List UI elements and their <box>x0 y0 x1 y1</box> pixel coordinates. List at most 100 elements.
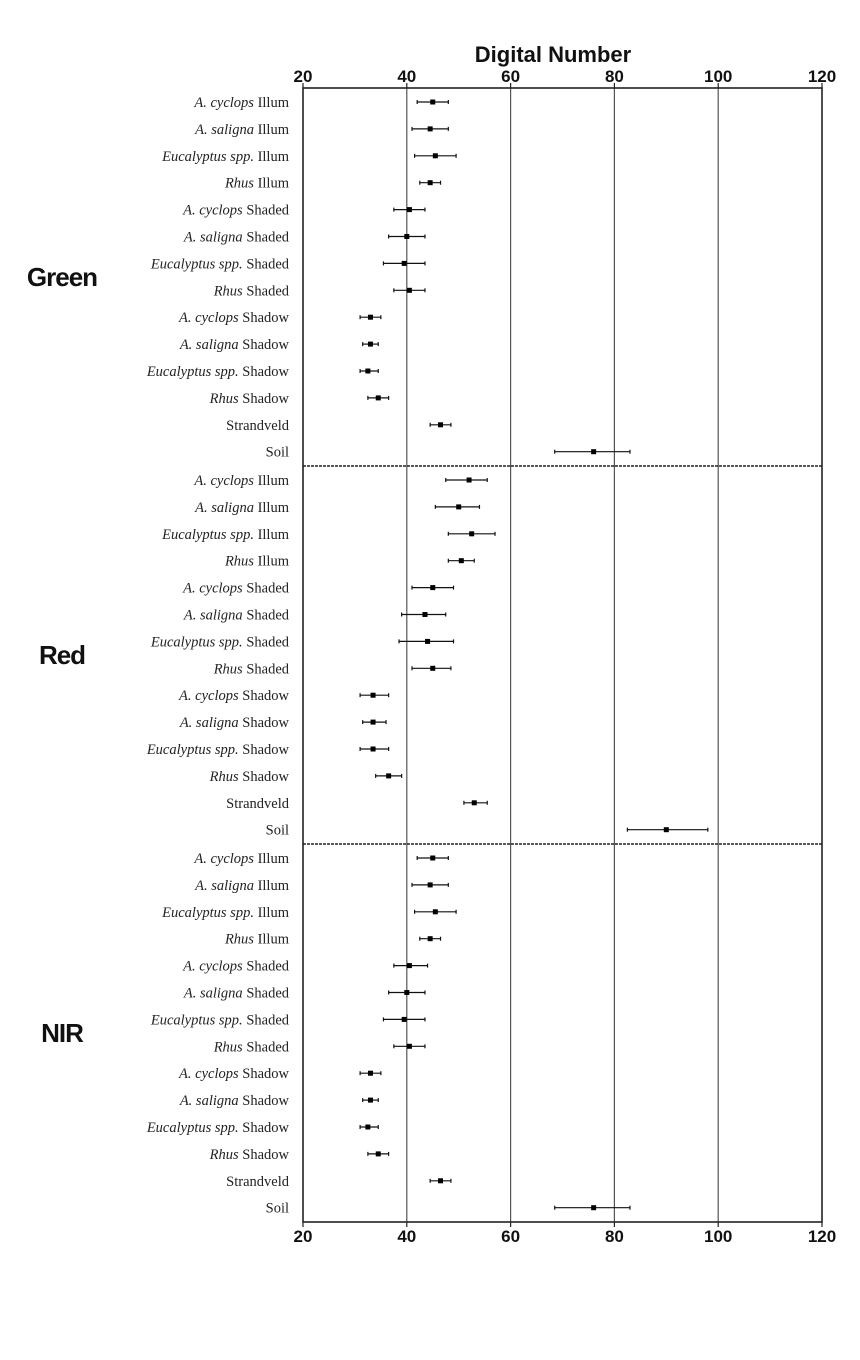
condition-name: Shadow <box>242 310 289 326</box>
mean-point <box>432 909 438 915</box>
species-name: A. cyclops <box>193 473 257 489</box>
species-name: Rhus <box>209 769 243 785</box>
species-name: Rhus <box>213 283 247 299</box>
category-label: A. cyclops Illum <box>193 851 289 867</box>
category-label: A. saligna Illum <box>194 122 290 138</box>
category-label: Eucalyptus spp. Illum <box>161 905 290 921</box>
species-name: A. cyclops <box>178 310 242 326</box>
category-label: Strandveld <box>226 796 290 812</box>
category-label: Eucalyptus spp. Shadow <box>146 742 290 758</box>
condition-name: Strandveld <box>226 418 290 434</box>
species-name: Rhus <box>224 554 258 570</box>
condition-name: Shadow <box>242 337 289 353</box>
condition-name: Shaded <box>246 986 289 1002</box>
species-name: Eucalyptus spp. <box>146 364 242 380</box>
category-label: Eucalyptus spp. Shadow <box>146 1120 290 1136</box>
mean-point <box>404 234 410 239</box>
mean-point <box>367 341 373 347</box>
top-tick-label: 20 <box>294 67 313 86</box>
condition-name: Shaded <box>246 634 289 650</box>
category-label: A. cyclops Shaded <box>182 959 290 975</box>
condition-name: Shadow <box>242 391 289 407</box>
reference-lines <box>406 88 719 1222</box>
condition-name: Shadow <box>242 1147 289 1163</box>
category-label: Rhus Shadow <box>209 769 290 785</box>
mean-point <box>365 1124 371 1130</box>
category-label: Rhus Shadow <box>209 391 290 407</box>
condition-name: Illum <box>258 905 290 921</box>
category-label: Eucalyptus spp. Illum <box>161 149 290 165</box>
mean-point <box>427 126 433 132</box>
mean-point <box>427 936 433 942</box>
condition-name: Shaded <box>246 203 289 219</box>
species-name: A. saligna <box>183 986 246 1002</box>
mean-point <box>370 746 376 752</box>
category-label: A. saligna Shaded <box>183 608 290 624</box>
species-name: A. saligna <box>183 608 246 624</box>
category-label: A. cyclops Illum <box>193 95 289 111</box>
mean-point <box>375 1151 381 1157</box>
category-label: Soil <box>266 1201 289 1217</box>
species-name: A. cyclops <box>193 95 257 111</box>
species-name: A. cyclops <box>178 688 242 704</box>
condition-name: Shadow <box>242 1120 289 1136</box>
mean-point <box>438 422 444 428</box>
condition-name: Illum <box>258 95 290 111</box>
condition-name: Shaded <box>246 959 289 975</box>
condition-name: Strandveld <box>226 1174 290 1190</box>
species-name: A. cyclops <box>182 581 246 597</box>
species-name: Rhus <box>224 932 258 948</box>
category-label: A. cyclops Shadow <box>178 688 289 704</box>
condition-name: Shadow <box>242 769 289 785</box>
species-name: Rhus <box>213 1039 247 1055</box>
mean-point <box>386 773 392 779</box>
species-name: Eucalyptus spp. <box>161 905 257 921</box>
condition-name: Illum <box>258 932 290 948</box>
condition-name: Illum <box>258 851 290 867</box>
band-labels: Green Red NIR <box>27 262 98 1048</box>
category-label: A. saligna Shaded <box>183 986 290 1002</box>
top-tick-label: 60 <box>501 67 520 86</box>
mean-point <box>370 719 376 725</box>
category-label: A. saligna Illum <box>194 878 290 894</box>
mean-point <box>375 395 381 401</box>
species-name: A. cyclops <box>182 203 246 219</box>
species-name: A. cyclops <box>193 851 257 867</box>
band-label-red: Red <box>39 640 85 670</box>
species-name: Eucalyptus spp. <box>146 742 242 758</box>
category-label: A. saligna Shadow <box>179 337 290 353</box>
species-name: Rhus <box>209 1147 243 1163</box>
mean-point <box>458 558 464 564</box>
mean-point <box>591 449 597 455</box>
mean-point <box>406 207 412 213</box>
bottom-tick-label: 120 <box>808 1227 836 1246</box>
bottom-tick-label: 80 <box>605 1227 624 1246</box>
mean-point <box>365 368 371 374</box>
species-name: A. saligna <box>194 878 257 894</box>
condition-name: Illum <box>258 878 290 894</box>
error-bars <box>359 99 709 1211</box>
condition-name: Shadow <box>242 1093 289 1109</box>
condition-name: Illum <box>258 176 290 192</box>
mean-point <box>430 585 436 591</box>
category-label: Rhus Illum <box>224 932 290 948</box>
category-label: A. saligna Shadow <box>179 1093 290 1109</box>
mean-point <box>456 504 462 510</box>
condition-name: Shaded <box>246 256 289 272</box>
species-name: A. cyclops <box>178 1066 242 1082</box>
category-label: A. saligna Illum <box>194 500 290 516</box>
condition-name: Illum <box>258 500 290 516</box>
condition-name: Shaded <box>246 1039 289 1055</box>
species-name: Eucalyptus spp. <box>150 1012 246 1028</box>
species-name: A. saligna <box>194 500 257 516</box>
condition-name: Soil <box>266 1201 289 1217</box>
condition-name: Illum <box>258 527 290 543</box>
mean-point <box>471 800 477 806</box>
top-tick-label: 100 <box>704 67 732 86</box>
band-label-nir: NIR <box>41 1018 84 1048</box>
plot-frame <box>302 87 823 1223</box>
species-name: A. saligna <box>183 230 246 246</box>
condition-name: Shaded <box>246 230 289 246</box>
